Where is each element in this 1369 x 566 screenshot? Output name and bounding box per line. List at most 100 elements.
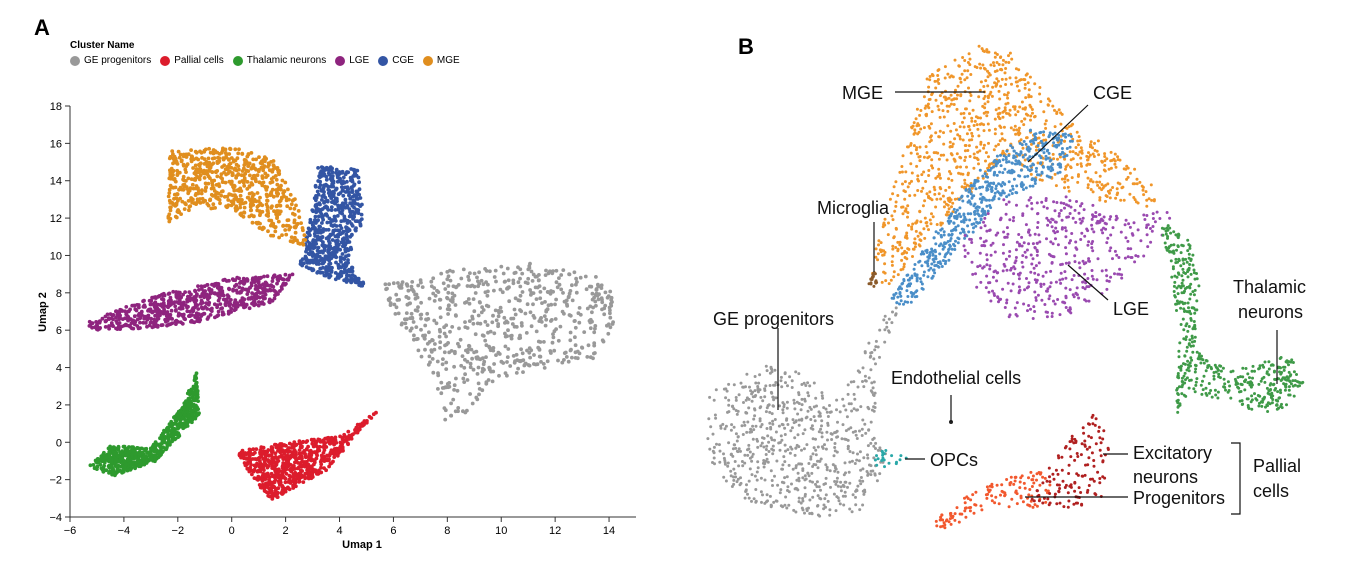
scatter-point (306, 462, 311, 467)
scatter-point (427, 330, 431, 335)
scatter-point (575, 349, 580, 354)
scatter-point (444, 334, 448, 339)
scatter-point (788, 375, 792, 379)
scatter-point (816, 466, 820, 470)
scatter-point (263, 292, 268, 297)
scatter-point (499, 359, 504, 364)
scatter-point (291, 198, 296, 202)
scatter-point (753, 395, 757, 398)
scatter-point (409, 311, 414, 316)
scatter-point (281, 191, 286, 196)
scatter-point (708, 395, 712, 399)
scatter-point (101, 452, 106, 457)
scatter-point (303, 455, 308, 460)
scatter-point (872, 394, 876, 397)
scatter-point (149, 457, 154, 462)
scatter-point (275, 182, 280, 187)
scatter-point (793, 487, 797, 491)
scatter-point (600, 338, 605, 343)
scatter-point (904, 170, 908, 174)
scatter-point (1125, 164, 1129, 168)
scatter-point (882, 249, 886, 253)
scatter-point (199, 305, 204, 310)
scatter-point (315, 189, 320, 194)
scatter-point (320, 172, 324, 176)
scatter-point (1131, 182, 1135, 186)
scatter-point (766, 499, 769, 503)
scatter-point (727, 382, 731, 386)
legend-items: GE progenitors Pallial cells Thalamic neur… (70, 55, 460, 66)
scatter-point (271, 465, 276, 470)
scatter-point (1017, 89, 1021, 93)
scatter-point (429, 279, 434, 284)
scatter-point (753, 414, 757, 418)
scatter-point (190, 412, 195, 417)
scatter-point (719, 426, 723, 430)
scatter-point (747, 496, 751, 500)
scatter-point (803, 486, 807, 490)
scatter-point (340, 208, 345, 213)
scatter-point (354, 207, 359, 212)
scatter-point (542, 340, 546, 344)
scatter-point (726, 464, 730, 468)
scatter-point (1116, 155, 1120, 159)
scatter-point (333, 247, 338, 252)
scatter-point (854, 503, 858, 507)
scatter-point (756, 387, 760, 390)
scatter-point (110, 472, 115, 477)
scatter-point (240, 286, 245, 291)
scatter-point (484, 381, 489, 386)
scatter-point (602, 312, 607, 317)
scatter-point (879, 250, 883, 254)
scatter-point (1104, 199, 1107, 203)
scatter-point (288, 206, 293, 211)
scatter-point (437, 327, 442, 332)
scatter-point (526, 267, 531, 272)
scatter-point (1044, 138, 1048, 142)
scatter-point (247, 306, 252, 311)
scatter-point (805, 509, 809, 513)
scatter-point (1003, 93, 1006, 97)
scatter-point (442, 325, 446, 330)
scatter-point (937, 135, 941, 139)
scatter-point (1109, 166, 1113, 170)
scatter-point (568, 289, 573, 293)
scatter-point (743, 496, 747, 500)
scatter-point (467, 343, 471, 348)
scatter-point (1017, 68, 1021, 72)
scatter-point (169, 166, 174, 171)
scatter-point (280, 277, 285, 282)
scatter-point (578, 312, 583, 317)
scatter-point (272, 491, 277, 496)
scatter-point (765, 369, 769, 373)
scatter-point (844, 438, 848, 441)
scatter-point (206, 294, 211, 298)
scatter-point (362, 422, 366, 427)
scatter-point (755, 470, 759, 474)
scatter-point (263, 280, 268, 285)
scatter-point (304, 440, 308, 444)
scatter-point (734, 432, 738, 436)
scatter-point (127, 309, 131, 313)
scatter-point (485, 323, 490, 327)
scatter-point (408, 328, 413, 333)
scatter-point (744, 488, 748, 492)
scatter-point (797, 423, 801, 427)
scatter-point (1093, 141, 1096, 145)
scatter-point (928, 140, 932, 144)
scatter-point (518, 267, 523, 272)
scatter-point (743, 453, 747, 457)
scatter-point (106, 316, 111, 321)
scatter-point (129, 321, 134, 326)
scatter-point (177, 294, 182, 299)
scatter-point (270, 187, 275, 192)
scatter-point (777, 424, 781, 428)
scatter-point (338, 434, 342, 439)
scatter-point (173, 319, 178, 324)
scatter-point (916, 177, 920, 181)
scatter-point (503, 321, 507, 325)
scatter-point (608, 325, 613, 330)
scatter-point (176, 409, 181, 414)
scatter-point (357, 180, 361, 185)
scatter-point (551, 289, 555, 294)
